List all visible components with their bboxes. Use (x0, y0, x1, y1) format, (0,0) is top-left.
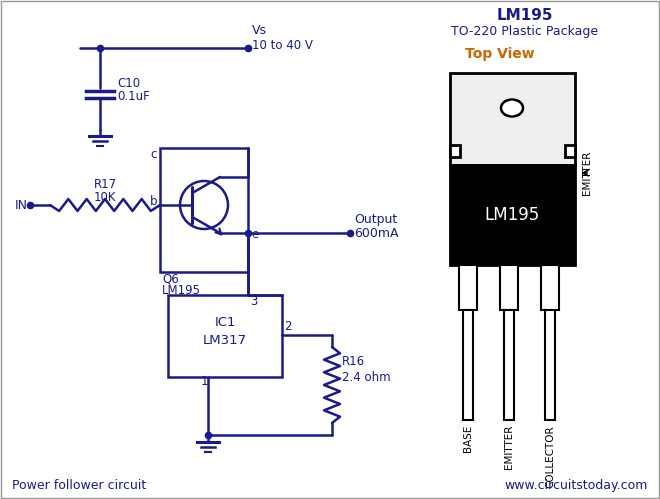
Bar (168, 295, 282, 377)
Text: www.circuitstoday.com: www.circuitstoday.com (505, 479, 648, 492)
Text: e: e (251, 228, 258, 241)
Text: b: b (150, 195, 157, 208)
Bar (463, 310, 473, 420)
Text: COLLECTOR: COLLECTOR (545, 425, 555, 488)
Bar (450, 165, 575, 265)
Bar (450, 73, 575, 165)
Text: Output: Output (354, 213, 397, 226)
Text: 2: 2 (284, 320, 292, 333)
Text: 3: 3 (250, 295, 257, 308)
Text: TO-220 Plastic Package: TO-220 Plastic Package (451, 25, 599, 38)
Text: 2.4 ohm: 2.4 ohm (342, 371, 391, 384)
Ellipse shape (501, 99, 523, 116)
Text: LM195: LM195 (497, 8, 553, 23)
Text: Q6: Q6 (162, 272, 179, 285)
Text: R17: R17 (94, 178, 117, 191)
Text: Top View: Top View (465, 47, 535, 61)
Bar (541, 265, 559, 310)
Text: 10K: 10K (94, 191, 116, 204)
Text: IC1: IC1 (214, 316, 236, 329)
Text: Vs: Vs (252, 24, 267, 37)
Circle shape (180, 181, 228, 229)
Bar (500, 265, 518, 310)
Bar (459, 265, 477, 310)
Text: 600mA: 600mA (354, 227, 399, 240)
Text: R16: R16 (342, 355, 365, 368)
Text: EMITTER: EMITTER (582, 151, 592, 195)
Text: C10: C10 (117, 77, 140, 90)
Text: c: c (150, 148, 157, 161)
Text: 10 to 40 V: 10 to 40 V (252, 39, 313, 52)
Bar (545, 310, 555, 420)
Bar (504, 310, 514, 420)
Text: LM317: LM317 (203, 334, 247, 347)
Bar (160, 148, 248, 272)
Text: IN: IN (15, 199, 28, 212)
Bar (565, 145, 575, 157)
Text: 0.1uF: 0.1uF (117, 90, 150, 103)
Text: LM195: LM195 (162, 284, 201, 297)
Text: LM195: LM195 (484, 206, 540, 224)
Bar (450, 145, 460, 157)
Text: EMITTER: EMITTER (504, 425, 514, 470)
Text: Power follower circuit: Power follower circuit (12, 479, 147, 492)
Text: BASE: BASE (463, 425, 473, 453)
Text: 1: 1 (201, 375, 209, 388)
